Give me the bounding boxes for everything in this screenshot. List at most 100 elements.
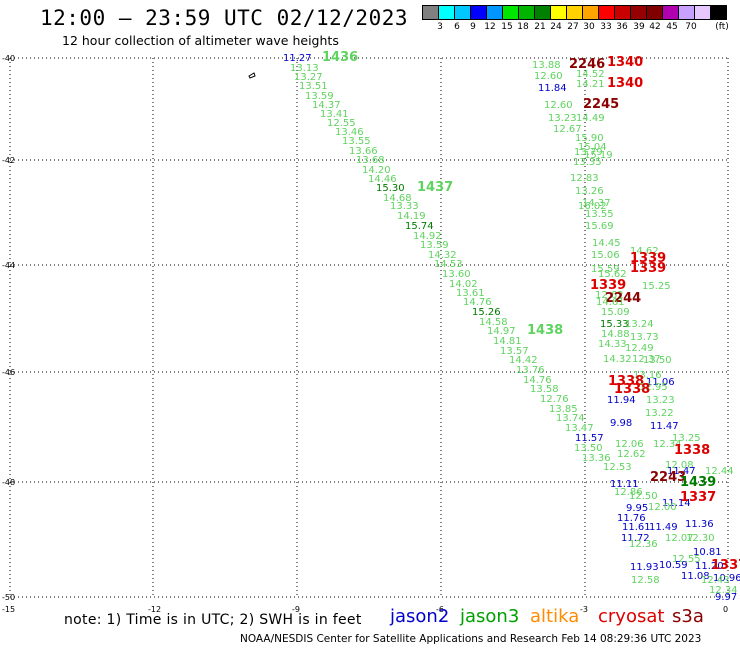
wave-height-label: 13.23 bbox=[646, 395, 675, 406]
wave-height-label: 1338 bbox=[608, 374, 644, 389]
wave-height-label: 11.14 bbox=[662, 498, 691, 509]
wave-height-label: 14.32 bbox=[428, 250, 457, 261]
wave-height-label: 13.23 bbox=[548, 113, 577, 124]
wave-height-label: 1337 bbox=[680, 490, 716, 505]
color-scale-label: 15 bbox=[501, 22, 513, 32]
wave-height-label: 12.60 bbox=[534, 71, 563, 82]
axis-ticks: -40 -42 -44 -46 -48 -50 -15 -12 -9 -6 -3 0 bbox=[2, 54, 728, 614]
wave-height-label: 11.36 bbox=[685, 519, 714, 530]
wave-height-label: 11.57 bbox=[575, 433, 604, 444]
wave-height-label: 14.61 bbox=[596, 297, 625, 308]
wave-height-label: 14.02 bbox=[449, 279, 478, 290]
wave-height-label: 14.92 bbox=[413, 231, 442, 242]
island-outline bbox=[248, 72, 256, 79]
wave-height-label: 1437 bbox=[417, 180, 453, 195]
wave-height-label: 13.27 bbox=[294, 72, 323, 83]
legend-item-cryosat: cryosat bbox=[598, 606, 665, 627]
wave-height-label: 13.88 bbox=[532, 60, 561, 71]
wave-height-label: 14.62 bbox=[630, 246, 659, 257]
wave-height-label: 14.52 bbox=[576, 69, 605, 80]
wave-height-label: 12.44 bbox=[705, 466, 734, 477]
wave-height-label: 13.25 bbox=[672, 433, 701, 444]
wave-height-label: 14.76 bbox=[463, 297, 492, 308]
x-tick-label: -9 bbox=[292, 605, 300, 614]
wave-height-label: 2243 bbox=[650, 470, 686, 485]
wave-height-label: 13.46 bbox=[335, 127, 364, 138]
wave-height-label: 13.33 bbox=[390, 201, 419, 212]
wave-height-label: 14.88 bbox=[601, 329, 630, 340]
color-scale-label: 36 bbox=[616, 22, 628, 32]
wave-height-label: 12.37 bbox=[632, 354, 661, 365]
wave-height-label: 12.58 bbox=[631, 575, 660, 586]
wave-height-label: 12.55 bbox=[327, 118, 356, 129]
color-scale-unit: (ft) bbox=[715, 22, 729, 32]
wave-height-label: 1339 bbox=[590, 278, 626, 293]
wave-height-label: 13.26 bbox=[575, 186, 604, 197]
wave-height-label: 2246 bbox=[569, 57, 605, 72]
wave-height-label: 15.26 bbox=[472, 307, 501, 318]
wave-height-label: 14.21 bbox=[576, 79, 605, 90]
y-tick-label: -44 bbox=[2, 261, 15, 270]
wave-height-label: 15.74 bbox=[405, 221, 434, 232]
color-scale-label: 42 bbox=[649, 22, 661, 32]
observation-labels: 11.27 143613.1313.2713.5113.5914.3713.411… bbox=[283, 50, 740, 603]
wave-height-label: 1339 bbox=[630, 251, 666, 266]
wave-height-label: 15.30 bbox=[376, 183, 405, 194]
wave-height-label: 1337 bbox=[711, 558, 740, 573]
wave-height-label: 13.58 bbox=[530, 384, 559, 395]
map-footer: NOAA/NESDIS Center for Satellite Applica… bbox=[240, 633, 702, 645]
wave-height-label: 13.24 bbox=[625, 319, 654, 330]
wave-height-label: 15.90 bbox=[575, 133, 604, 144]
wave-height-label: 1339 bbox=[630, 261, 666, 276]
wave-height-label: 15.62 bbox=[598, 269, 627, 280]
wave-height-label: 11.08 bbox=[681, 571, 710, 582]
wave-height-label: 13.60 bbox=[442, 269, 471, 280]
wave-height-label: 11.47 bbox=[667, 466, 696, 477]
wave-height-label: 14.97 bbox=[487, 326, 516, 337]
x-tick-label: -12 bbox=[148, 605, 161, 614]
wave-height-label: 1340 bbox=[607, 76, 643, 91]
wave-height-label: 13.57 bbox=[500, 346, 529, 357]
wave-height-label: 11.27 bbox=[283, 53, 312, 64]
wave-height-label: 14.45 bbox=[592, 238, 621, 249]
wave-height-label: 13.36 bbox=[582, 453, 611, 464]
map-title: 12:00 – 23:59 UTC 02/12/2023 bbox=[40, 6, 409, 30]
wave-height-label: 15.19 bbox=[584, 150, 613, 161]
wave-height-label: 9.97 bbox=[715, 592, 737, 603]
wave-height-label: 12.86 bbox=[614, 487, 643, 498]
color-scale-label: 21 bbox=[534, 22, 546, 32]
wave-height-label: 1338 bbox=[674, 443, 710, 458]
wave-height-label: 14.49 bbox=[576, 113, 605, 124]
wave-height-label: 15.33 bbox=[600, 319, 629, 330]
color-scale-label: 33 bbox=[600, 22, 612, 32]
wave-height-label: 12.76 bbox=[540, 394, 569, 405]
wave-height-label: 12.62 bbox=[617, 449, 646, 460]
legend-item-s3a: s3a bbox=[672, 606, 704, 627]
wave-height-label: 15.09 bbox=[601, 307, 630, 318]
y-tick-label: -48 bbox=[2, 478, 15, 487]
wave-height-label: 14.33 bbox=[598, 339, 627, 350]
x-tick-label: 0 bbox=[723, 605, 728, 614]
wave-height-label: 11.20 bbox=[695, 561, 724, 572]
color-scale-bar bbox=[422, 5, 727, 20]
wave-height-label: 12.36 bbox=[629, 539, 658, 550]
wave-height-label: 11.11 bbox=[610, 479, 639, 490]
wave-height-label: 16.02 bbox=[578, 201, 607, 212]
wave-height-label: 13.85 bbox=[549, 404, 578, 415]
wave-height-label: 12.07 bbox=[665, 533, 694, 544]
wave-height-label: 12.30 bbox=[686, 533, 715, 544]
wave-height-label: 12.50 bbox=[629, 491, 658, 502]
y-tick-label: -40 bbox=[2, 54, 15, 63]
color-scale-label: 12 bbox=[484, 22, 496, 32]
wave-height-label: 14.20 bbox=[362, 165, 391, 176]
wave-height-label: 12.67 bbox=[553, 124, 582, 135]
color-scale-labels: 3 6 9 12 15 18 21 24 27 30 33 36 39 42 45 70 (ft) bbox=[422, 22, 740, 36]
wave-height-label: 13.55 bbox=[342, 136, 371, 147]
wave-height-label: 14.81 bbox=[493, 336, 522, 347]
wave-height-label: 13.66 bbox=[349, 146, 378, 157]
map-note: note: 1) Time is in UTC; 2) SWH is in fe… bbox=[64, 612, 362, 628]
wave-height-label: 11.06 bbox=[646, 377, 675, 388]
wave-height-label: 13.50 bbox=[643, 355, 672, 366]
color-scale-label: 30 bbox=[583, 22, 595, 32]
